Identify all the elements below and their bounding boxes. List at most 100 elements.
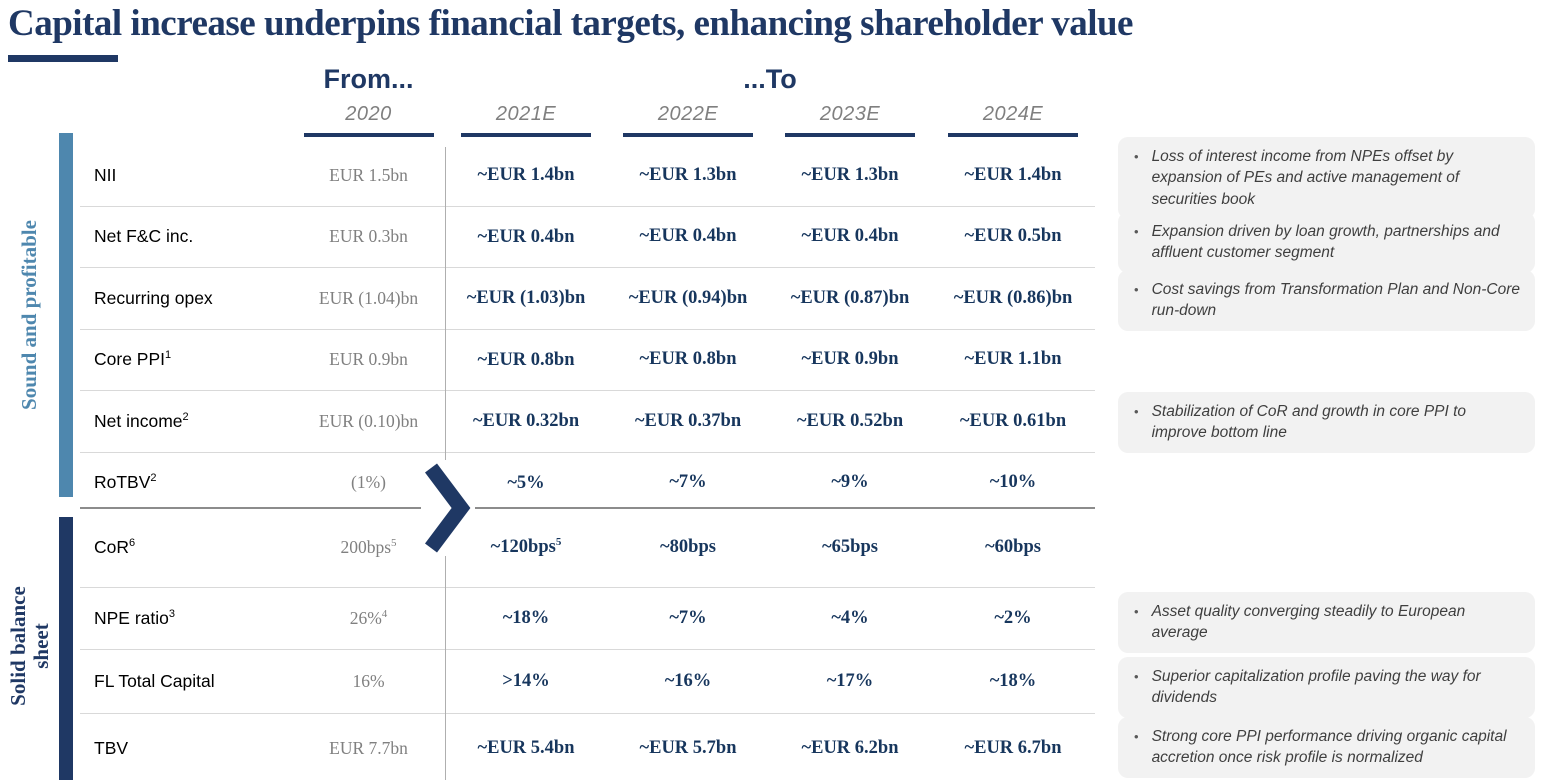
cell-2024e: ~10% <box>931 472 1095 493</box>
section-label-sound-and-profitable: Sound and profitable <box>17 220 41 410</box>
value-2021e: ~18% <box>502 608 550 629</box>
col-header-2021e: 2021E <box>445 103 607 137</box>
col-header-2021e-label: 2021E <box>495 103 557 125</box>
col-underline <box>785 133 915 137</box>
value-2022e: ~16% <box>664 671 712 691</box>
callout-npe: • Asset quality converging steadily to E… <box>1118 592 1535 653</box>
table-row-cor: CoR6 200bps5 ~120bps5 ~80bps ~65bps ~60b… <box>80 508 1095 587</box>
col-header-2023e-label: 2023E <box>819 103 881 125</box>
value-2024e: ~10% <box>989 472 1037 493</box>
to-label: ...To <box>743 64 797 94</box>
bullet-icon: • <box>1134 149 1139 164</box>
cell-2024e: ~EUR 0.5bn <box>931 226 1095 247</box>
value-2020: EUR 0.9bn <box>329 349 408 370</box>
row-label: Net F&C inc. <box>80 226 292 247</box>
table-row-nii: NII EUR 1.5bn ~EUR 1.4bn ~EUR 1.3bn ~EUR… <box>80 145 1095 206</box>
callout-text: Cost savings from Transformation Plan an… <box>1151 281 1520 320</box>
callout-net-income: • Stabilization of CoR and growth in cor… <box>1118 392 1535 453</box>
value-2024e: ~EUR 1.1bn <box>964 349 1062 370</box>
col-header-2020: 2020 <box>292 103 445 137</box>
callout-text: Loss of interest income from NPEs offset… <box>1151 148 1460 208</box>
row-label-text: NPE ratio <box>94 608 169 628</box>
col-header-2024e-label: 2024E <box>982 103 1044 125</box>
value-2020-sup: 4 <box>381 608 388 621</box>
value-2020: (1%) <box>351 472 386 493</box>
value-2022e: ~80bps <box>660 537 716 557</box>
callout-text: Expansion driven by loan growth, partner… <box>1151 223 1500 262</box>
value-2022e: ~EUR 0.8bn <box>639 349 737 370</box>
cell-2020: EUR 0.3bn <box>292 226 445 247</box>
row-label: Recurring opex <box>80 288 292 309</box>
row-label-text: TBV <box>94 738 129 758</box>
bullet-icon: • <box>1134 604 1139 619</box>
table-row-core-ppi: Core PPI1 EUR 0.9bn ~EUR 0.8bn ~EUR 0.8b… <box>80 328 1095 391</box>
value-2020: EUR (0.10)bn <box>318 410 419 431</box>
value-2022e: ~EUR 0.4bn <box>639 226 737 247</box>
value-2024e: ~EUR 1.4bn <box>964 164 1062 185</box>
row-label-text: Net income <box>94 410 183 431</box>
value-2023e: ~4% <box>831 608 869 628</box>
value-2020: 26% <box>349 608 382 628</box>
col-underline <box>461 133 591 137</box>
cell-2021e: ~EUR 0.4bn <box>445 226 607 248</box>
cell-2024e: ~18% <box>931 671 1095 692</box>
cell-2023e: ~9% <box>769 472 931 493</box>
value-2024e: ~EUR 0.61bn <box>959 410 1067 431</box>
row-label-sup: 2 <box>150 472 157 485</box>
solid-balance-sheet-bar <box>59 517 73 780</box>
col-underline <box>623 133 753 137</box>
cell-2022e: ~EUR 0.8bn <box>607 349 769 370</box>
value-2021e: >14% <box>502 671 550 692</box>
callout-nii: • Loss of interest income from NPEs offs… <box>1118 137 1535 220</box>
value-2021e: ~5% <box>507 472 545 493</box>
col-header-2022e-label: 2022E <box>657 103 719 125</box>
value-2021e: ~EUR 0.8bn <box>477 349 575 370</box>
value-2022e: ~EUR 0.37bn <box>634 410 742 431</box>
callout-tbv: • Strong core PPI performance driving or… <box>1118 717 1535 778</box>
cell-2024e: ~EUR (0.86)bn <box>931 288 1095 309</box>
cell-2023e: ~EUR 0.9bn <box>769 349 931 370</box>
table-row-npe-ratio: NPE ratio3 26%4 ~18% ~7% ~4% ~2% <box>80 587 1095 649</box>
cell-2021e: ~EUR 0.8bn <box>445 349 607 371</box>
value-2020: 200bps <box>340 537 392 557</box>
cell-2022e: ~7% <box>607 608 769 629</box>
value-2024e: ~18% <box>989 671 1037 691</box>
cell-2022e: ~80bps <box>607 537 769 558</box>
value-2020: EUR 1.5bn <box>329 164 408 185</box>
col-header-2024e: 2024E <box>931 103 1095 137</box>
cell-2024e: ~EUR 1.1bn <box>931 349 1095 370</box>
value-2021e-sup: 5 <box>555 536 562 549</box>
value-2022e: ~EUR 1.3bn <box>639 164 737 185</box>
cell-2023e: ~65bps <box>769 537 931 558</box>
cell-2023e: ~4% <box>769 608 931 629</box>
value-2024e: ~EUR 6.7bn <box>964 738 1062 758</box>
callout-text: Stabilization of CoR and growth in core … <box>1151 403 1467 442</box>
cell-2024e: ~EUR 0.61bn <box>931 411 1095 432</box>
value-2022e: ~7% <box>669 472 707 493</box>
cell-2020: 200bps5 <box>292 537 445 558</box>
cell-2020: EUR 1.5bn <box>292 165 445 186</box>
cell-2021e: ~EUR (1.03)bn <box>445 287 607 309</box>
value-2020: EUR 7.7bn <box>329 738 408 758</box>
row-label-text: FL Total Capital <box>94 671 215 691</box>
value-2024e: ~60bps <box>985 537 1041 557</box>
row-label-text: Core PPI <box>94 349 165 370</box>
cell-2020: 26%4 <box>292 608 445 629</box>
col-header-2023e: 2023E <box>769 103 931 137</box>
col-header-2020-label: 2020 <box>345 103 392 125</box>
value-2021e: ~EUR 1.4bn <box>477 165 575 186</box>
value-2021e: ~EUR (1.03)bn <box>466 288 586 309</box>
value-2024e: ~2% <box>994 608 1032 628</box>
row-label-sup: 3 <box>168 608 176 621</box>
value-2022e: ~EUR 5.7bn <box>639 738 737 758</box>
cell-2020: EUR 7.7bn <box>292 738 445 759</box>
cell-2024e: ~EUR 1.4bn <box>931 165 1095 186</box>
bullet-icon: • <box>1134 729 1139 744</box>
value-2023e: ~EUR 0.9bn <box>801 349 899 370</box>
cell-2020: EUR (0.10)bn <box>292 411 445 432</box>
cell-2022e: ~16% <box>607 671 769 692</box>
table-row-recurring-opex: Recurring opex EUR (1.04)bn ~EUR (1.03)b… <box>80 267 1095 329</box>
bullet-icon: • <box>1134 282 1139 297</box>
row-label-sup: 2 <box>182 410 189 423</box>
value-2021e: ~EUR 0.4bn <box>477 226 575 247</box>
